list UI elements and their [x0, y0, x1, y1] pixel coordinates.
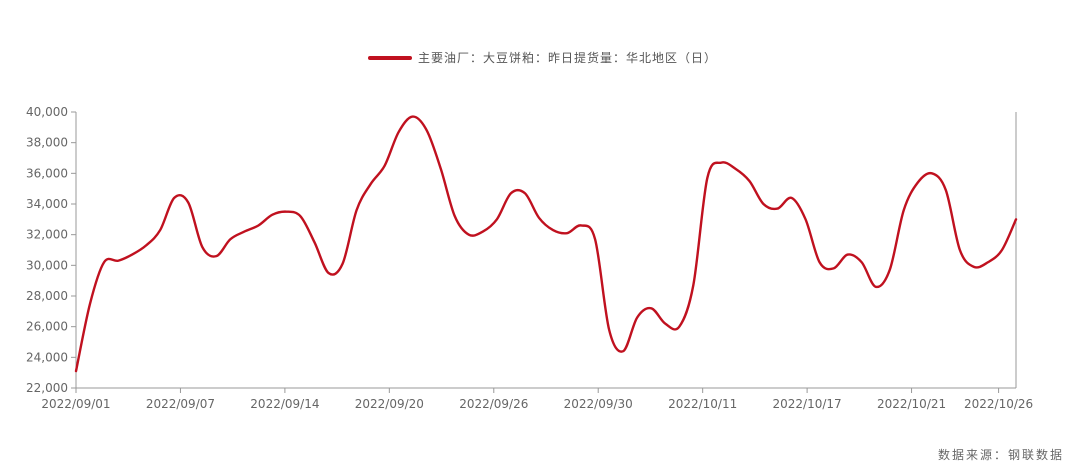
- y-tick-label: 40,000: [26, 105, 68, 119]
- legend-label: 主要油厂：大豆饼粕：昨日提货量：华北地区（日）: [418, 50, 717, 65]
- y-tick-label: 22,000: [26, 381, 68, 395]
- x-tick-label: 2022/09/14: [250, 397, 319, 411]
- series-line: [74, 115, 1018, 373]
- x-tick-label: 2022/09/01: [41, 397, 110, 411]
- x-tick-label: 2022/10/26: [964, 397, 1033, 411]
- y-tick-label: 28,000: [26, 289, 68, 303]
- x-tick-label: 2022/09/07: [146, 397, 215, 411]
- y-tick-label: 38,000: [26, 136, 68, 150]
- x-tick-label: 2022/09/26: [459, 397, 528, 411]
- x-tick-label: 2022/10/17: [773, 397, 842, 411]
- x-tick-label: 2022/09/20: [355, 397, 424, 411]
- y-tick-label: 34,000: [26, 197, 68, 211]
- y-tick-label: 30,000: [26, 258, 68, 272]
- y-tick-label: 24,000: [26, 350, 68, 364]
- y-tick-label: 32,000: [26, 228, 68, 242]
- x-tick-label: 2022/09/30: [564, 397, 633, 411]
- data-source-note: 数据来源：钢联数据: [937, 448, 1064, 462]
- legend: 主要油厂：大豆饼粕：昨日提货量：华北地区（日）: [368, 50, 717, 65]
- x-tick-label: 2022/10/11: [668, 397, 737, 411]
- y-tick-label: 26,000: [26, 320, 68, 334]
- axes: [75, 112, 1017, 389]
- y-tick-label: 36,000: [26, 166, 68, 180]
- x-tick-label: 2022/10/21: [877, 397, 946, 411]
- y-axis-ticks: 22,000 24,000 26,000 28,000 30,000 32,000 34,0…: [26, 105, 76, 395]
- x-axis-ticks: 2022/09/01 2022/09/07 2022/09/14 2022/09/20…: [41, 388, 1033, 411]
